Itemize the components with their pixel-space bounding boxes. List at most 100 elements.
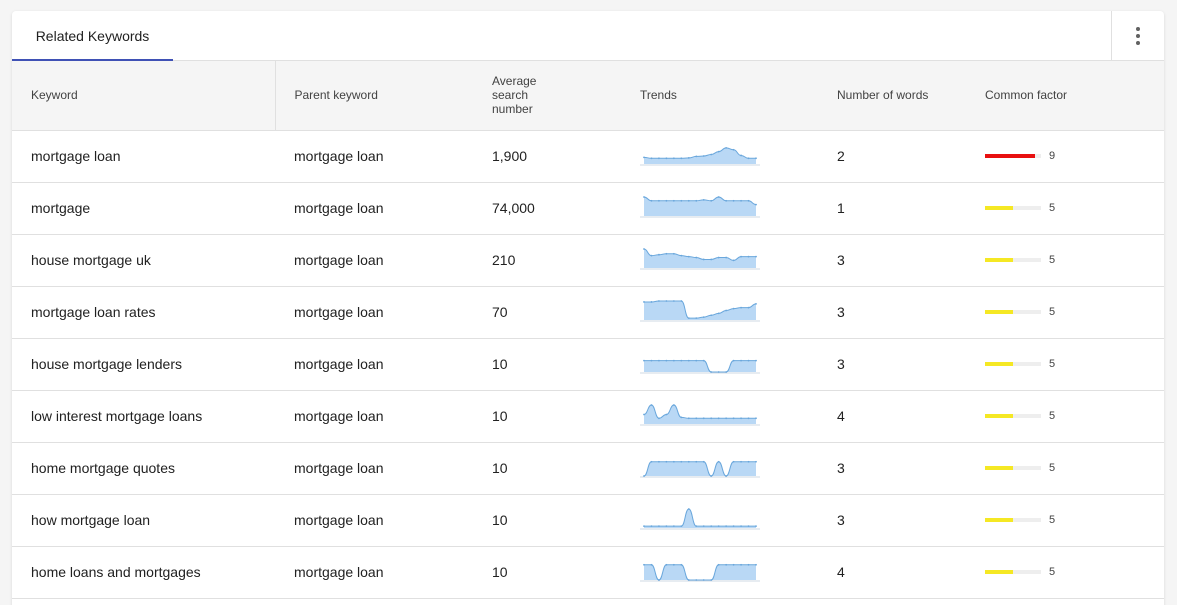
trend-point <box>658 417 660 420</box>
table-row[interactable]: house mortgage lenders mortgage loan 10 3 5 <box>12 338 1164 390</box>
trend-point <box>747 563 750 566</box>
keyword-cell[interactable]: home mortgage quotes <box>31 460 175 476</box>
trend-point <box>643 475 645 477</box>
trend-point <box>680 563 683 566</box>
trend-point <box>725 146 728 149</box>
trend-sparkline <box>640 359 760 374</box>
table-row[interactable]: mortgage mortgage loan 74,000 1 5 <box>12 182 1164 234</box>
trend-point <box>643 413 645 416</box>
average-search-cell: 1,900 <box>492 148 528 164</box>
common-factor-bar <box>985 518 1041 522</box>
keyword-cell[interactable]: low interest mortgage loans <box>31 408 203 424</box>
table-row[interactable]: mortgage loan rates mortgage loan 70 3 5 <box>12 286 1164 338</box>
common-factor-bar <box>985 154 1041 158</box>
trend-point <box>658 253 660 256</box>
trend-point <box>732 307 735 310</box>
trend-point <box>650 404 653 406</box>
common-factor-bar <box>985 570 1041 574</box>
trend-point <box>717 525 720 527</box>
trend-sparkline <box>640 196 760 218</box>
table-row[interactable]: mortgage loan mortgage loan 1,900 2 9 <box>12 130 1164 182</box>
common-factor-value: 5 <box>1049 566 1056 578</box>
average-search-cell: 70 <box>492 304 508 320</box>
parent-keyword-cell: mortgage loan <box>294 200 384 216</box>
table-row[interactable]: low interest mortgage loans mortgage loan… <box>12 390 1164 442</box>
common-factor-cell: 5 <box>966 286 1164 338</box>
trend-line <box>643 196 757 206</box>
keyword-cell[interactable]: how mortgage loan <box>31 512 151 528</box>
trend-point <box>740 154 742 157</box>
parent-keyword-cell: mortgage loan <box>294 304 384 320</box>
trend-point <box>680 525 683 527</box>
trend-point <box>702 155 705 157</box>
trend-line <box>644 360 756 373</box>
column-header-number-of-words[interactable]: Number of words <box>818 61 966 131</box>
average-search-cell: 210 <box>492 252 516 268</box>
trend-point <box>680 157 683 160</box>
column-header-average-search-number[interactable]: Average search number <box>473 61 621 131</box>
keyword-cell[interactable]: house mortgage uk <box>31 252 151 268</box>
keyword-cell[interactable]: mortgage <box>31 200 91 216</box>
table-row[interactable]: house mortgage uk mortgage loan 210 3 5 <box>12 234 1164 286</box>
trend-point <box>680 199 683 202</box>
trend-area <box>644 509 756 528</box>
parent-keyword-cell: mortgage loan <box>294 460 384 476</box>
trend-sparkline <box>640 300 760 322</box>
common-factor-value: 5 <box>1049 410 1056 422</box>
trend-point <box>672 199 675 202</box>
trend-cell <box>621 130 818 182</box>
column-header-trends[interactable]: Trends <box>621 61 818 131</box>
trend-point <box>687 417 690 420</box>
trend-point <box>702 579 705 581</box>
related-keywords-card: Related Keywords Keyword Parent keyword … <box>12 11 1164 605</box>
trend-area <box>644 405 756 424</box>
trend-point <box>710 153 713 156</box>
trend-point <box>717 563 720 566</box>
number-of-words-cell: 4 <box>837 564 845 580</box>
common-factor-bar <box>985 466 1041 470</box>
trend-point <box>665 252 668 255</box>
trend-point <box>643 563 645 566</box>
trend-point <box>665 300 668 302</box>
trend-point <box>695 155 698 158</box>
trend-point <box>702 525 705 527</box>
trend-point <box>665 157 668 160</box>
average-search-cell: 10 <box>492 460 508 476</box>
parent-keyword-cell: mortgage loan <box>294 408 384 424</box>
trend-line <box>644 564 756 581</box>
trend-point <box>732 259 735 262</box>
table-row[interactable]: how mortgage loan mortgage loan 10 3 5 <box>12 494 1164 546</box>
trend-area <box>644 461 756 476</box>
number-of-words-cell: 3 <box>837 460 845 476</box>
trend-point <box>710 314 713 317</box>
keyword-cell[interactable]: house mortgage lenders <box>31 356 182 372</box>
table-header-row: Keyword Parent keyword Average search numb… <box>12 61 1164 131</box>
more-options-button[interactable] <box>1111 11 1164 61</box>
parent-keyword-cell: mortgage loan <box>294 564 384 580</box>
column-header-keyword[interactable]: Keyword <box>12 61 276 131</box>
trend-point <box>643 196 645 198</box>
tab-related-keywords[interactable]: Related Keywords <box>12 11 173 61</box>
trend-point <box>717 371 720 373</box>
keyword-cell[interactable]: mortgage loan rates <box>31 304 156 320</box>
trend-point <box>725 256 728 259</box>
table-row[interactable]: home loans and mortgages mortgage loan 10 4… <box>12 546 1164 598</box>
column-header-parent-keyword[interactable]: Parent keyword <box>275 61 473 131</box>
parent-keyword-cell: mortgage loan <box>294 148 384 164</box>
trend-line <box>643 404 756 419</box>
trend-point <box>717 150 720 153</box>
trend-point <box>755 460 757 463</box>
keyword-cell[interactable]: home loans and mortgages <box>31 564 201 580</box>
trend-point <box>680 359 683 362</box>
keyword-cell[interactable]: mortgage loan <box>31 148 121 164</box>
trend-point <box>643 359 645 362</box>
trend-cell <box>621 234 818 286</box>
trend-line <box>644 508 756 527</box>
trend-point <box>702 460 705 463</box>
tab-bar: Related Keywords <box>12 11 1164 61</box>
trend-point <box>717 256 720 259</box>
trend-point <box>687 460 690 463</box>
trend-point <box>672 563 675 566</box>
table-row[interactable]: home mortgage quotes mortgage loan 10 3 5 <box>12 442 1164 494</box>
column-header-common-factor[interactable]: Common factor <box>966 61 1164 131</box>
